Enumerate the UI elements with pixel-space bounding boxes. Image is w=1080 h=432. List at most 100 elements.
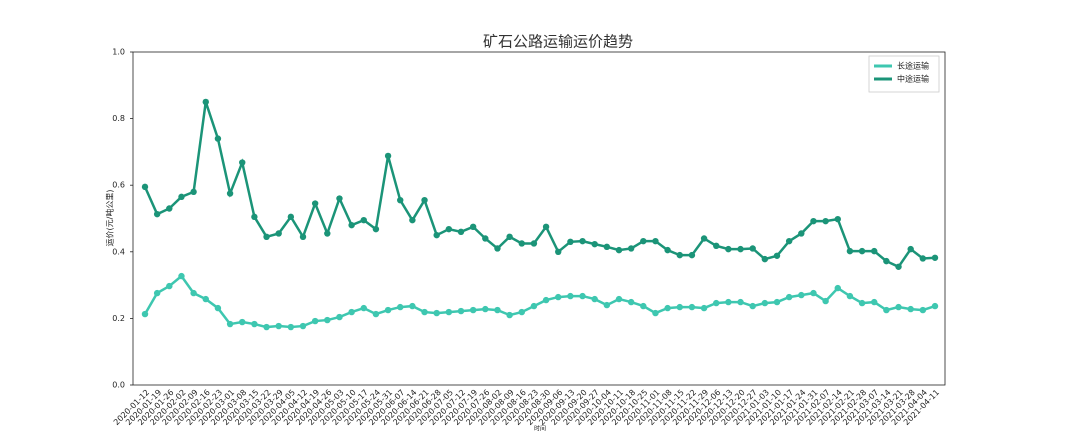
data-point bbox=[239, 159, 246, 166]
series-line bbox=[143, 101, 936, 269]
data-point bbox=[931, 302, 939, 310]
data-point bbox=[287, 323, 295, 331]
data-point bbox=[202, 295, 209, 303]
series-line bbox=[143, 274, 936, 329]
data-point bbox=[299, 233, 307, 241]
data-point bbox=[798, 230, 805, 237]
data-point bbox=[785, 237, 793, 245]
data-point bbox=[640, 237, 647, 245]
data-point bbox=[688, 303, 696, 311]
data-point bbox=[494, 245, 501, 252]
data-point bbox=[494, 306, 501, 314]
data-point bbox=[166, 205, 173, 212]
data-point bbox=[579, 292, 586, 300]
data-point bbox=[834, 215, 841, 223]
data-point bbox=[871, 298, 878, 306]
data-point bbox=[713, 299, 720, 307]
data-point bbox=[275, 230, 282, 237]
data-point bbox=[263, 233, 270, 241]
data-point bbox=[409, 216, 416, 224]
data-point bbox=[299, 322, 307, 330]
y-axis-label: 运价(元/吨公里) bbox=[105, 190, 115, 247]
data-point bbox=[384, 306, 392, 314]
data-point bbox=[190, 188, 197, 196]
data-point bbox=[153, 289, 161, 297]
x-axis-label: 时间 bbox=[534, 425, 546, 432]
data-point bbox=[567, 292, 574, 300]
data-point bbox=[749, 302, 756, 310]
data-point bbox=[518, 308, 525, 316]
y-tick-label: 1.0 bbox=[112, 48, 125, 57]
data-point bbox=[603, 243, 611, 251]
data-point bbox=[372, 225, 380, 233]
data-point bbox=[336, 195, 343, 202]
data-point bbox=[445, 225, 453, 233]
data-point bbox=[615, 295, 623, 303]
data-point bbox=[834, 284, 841, 292]
data-point bbox=[372, 310, 380, 318]
data-point bbox=[846, 247, 854, 255]
data-point bbox=[652, 237, 659, 245]
data-point bbox=[919, 306, 927, 314]
data-point bbox=[725, 245, 732, 253]
data-point bbox=[591, 295, 598, 303]
data-point bbox=[664, 304, 671, 312]
data-point bbox=[348, 308, 355, 316]
data-point bbox=[555, 293, 562, 301]
data-point bbox=[798, 291, 805, 299]
data-point bbox=[336, 313, 343, 321]
y-tick-label: 0.2 bbox=[112, 314, 125, 323]
data-point bbox=[153, 210, 161, 218]
data-point bbox=[348, 221, 355, 229]
data-point bbox=[737, 298, 744, 306]
data-point bbox=[591, 240, 598, 248]
data-point bbox=[810, 217, 817, 225]
data-point bbox=[141, 310, 149, 318]
data-point bbox=[871, 247, 878, 255]
data-point bbox=[409, 302, 416, 310]
data-point bbox=[688, 251, 696, 259]
data-point bbox=[178, 272, 185, 280]
data-point bbox=[311, 317, 319, 325]
data-point bbox=[214, 304, 222, 312]
y-tick-label: 0.6 bbox=[112, 181, 125, 190]
legend-box bbox=[868, 55, 940, 93]
data-point bbox=[858, 247, 866, 255]
data-point bbox=[652, 309, 659, 317]
data-point bbox=[785, 293, 793, 301]
data-point bbox=[555, 248, 562, 255]
data-point bbox=[761, 255, 769, 263]
data-point bbox=[397, 196, 404, 204]
plot-frame bbox=[132, 51, 946, 386]
data-point bbox=[530, 302, 538, 310]
data-point bbox=[810, 289, 817, 297]
data-point bbox=[700, 235, 708, 242]
data-point bbox=[397, 303, 404, 311]
data-point bbox=[822, 297, 829, 305]
y-tick-label: 0.8 bbox=[112, 114, 125, 123]
data-point bbox=[713, 242, 720, 250]
data-point bbox=[676, 303, 683, 311]
y-tick-label: 0.0 bbox=[112, 381, 125, 390]
data-point bbox=[421, 196, 428, 204]
data-point bbox=[579, 237, 586, 245]
data-point bbox=[603, 301, 611, 309]
data-point bbox=[214, 135, 222, 142]
data-point bbox=[287, 213, 295, 221]
data-point bbox=[190, 289, 197, 297]
data-point bbox=[506, 233, 513, 241]
data-point bbox=[627, 245, 635, 252]
data-point bbox=[895, 263, 902, 270]
data-point bbox=[166, 282, 173, 290]
data-point bbox=[251, 213, 258, 221]
data-point bbox=[895, 303, 902, 311]
data-point bbox=[324, 316, 331, 324]
data-point bbox=[883, 306, 890, 314]
data-point bbox=[931, 254, 939, 261]
data-point bbox=[700, 304, 708, 312]
legend-label: 中途运输 bbox=[897, 74, 929, 84]
legend-label: 长途运输 bbox=[897, 61, 929, 71]
data-point bbox=[457, 228, 465, 236]
data-point bbox=[883, 257, 890, 265]
